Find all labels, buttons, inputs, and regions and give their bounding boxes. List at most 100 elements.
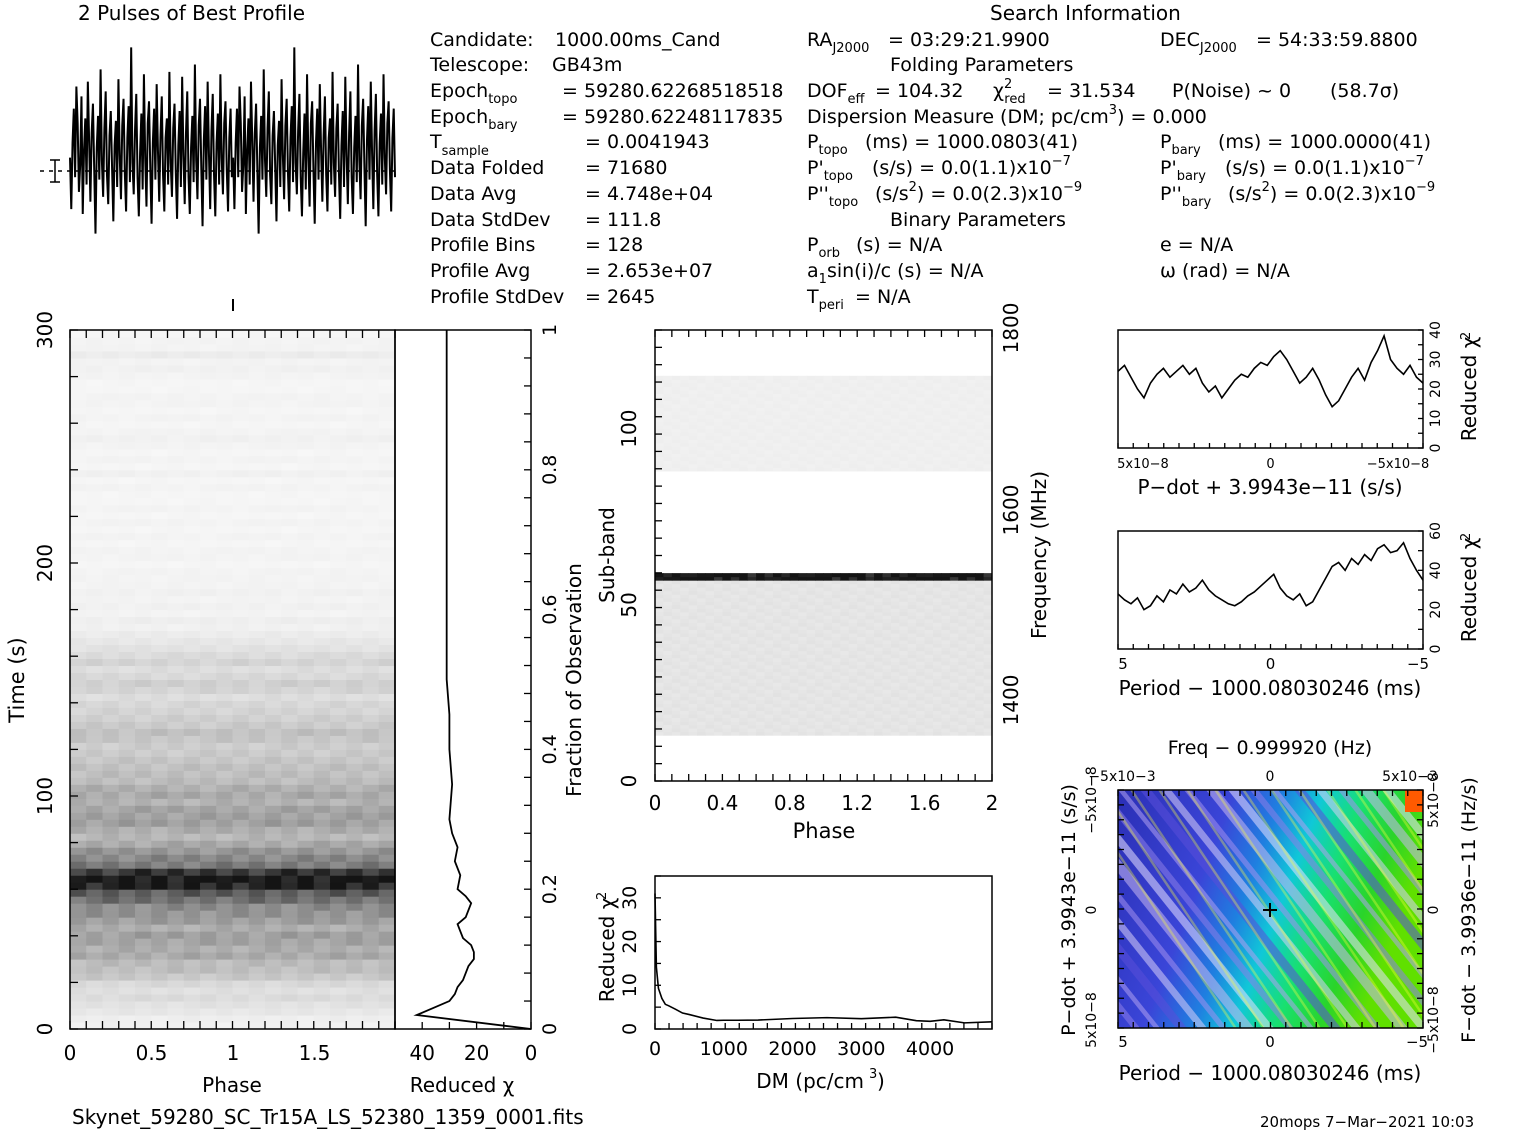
- subband-cell: [815, 597, 824, 602]
- heat-cell: [346, 973, 363, 981]
- subband-cell: [882, 576, 892, 581]
- heat-cell: [70, 378, 87, 387]
- subband-cell: [882, 721, 892, 726]
- heat-cell: [70, 1015, 87, 1023]
- heat-cell: [70, 896, 87, 904]
- heat-cell: [362, 616, 380, 625]
- subband-cell: [958, 731, 968, 736]
- subband-cell: [890, 573, 900, 578]
- heat-cell: [313, 350, 331, 359]
- subband-cell: [933, 728, 942, 733]
- heat-cell: [70, 574, 87, 583]
- heat-cell: [265, 644, 282, 653]
- heat-cell: [313, 546, 331, 555]
- heat-cell: [313, 469, 331, 478]
- subband-cell: [705, 625, 715, 630]
- subband-cell: [907, 615, 917, 620]
- subband-cell: [730, 633, 740, 638]
- heat-cell: [265, 490, 282, 499]
- heat-cell: [183, 546, 201, 555]
- heat-cell: [362, 532, 380, 541]
- subband-cell: [705, 400, 715, 405]
- subband-cell: [890, 699, 900, 704]
- subband-cell: [882, 386, 892, 391]
- subband-cell: [815, 389, 824, 394]
- heat-cell: [362, 609, 380, 618]
- subband-cell: [848, 625, 858, 630]
- subband-cell: [655, 724, 664, 729]
- heat-cell: [248, 749, 266, 757]
- heat-cell: [216, 917, 233, 925]
- subband-cell: [663, 650, 673, 655]
- subband-cell: [688, 692, 698, 697]
- heat-cell: [216, 434, 233, 443]
- subband-cell: [890, 393, 900, 398]
- subband-cell: [966, 396, 976, 401]
- subband-cell: [671, 633, 681, 638]
- heat-cell: [183, 644, 201, 653]
- heat-cell: [151, 805, 168, 813]
- heat-cell: [102, 784, 120, 792]
- subband-cell: [680, 576, 690, 581]
- heat-cell: [102, 959, 120, 967]
- subband-cell: [890, 618, 900, 623]
- heat-cell: [86, 378, 103, 387]
- heat-cell: [183, 399, 201, 408]
- heat-cell: [313, 952, 331, 960]
- heat-cell: [70, 406, 87, 415]
- subband-cell: [815, 446, 824, 451]
- heat-cell: [265, 721, 282, 729]
- subband-cell: [933, 393, 942, 398]
- subband-cell: [958, 597, 968, 602]
- heat-cell: [135, 651, 152, 660]
- subband-cell: [756, 583, 766, 588]
- tick-label: 0.4: [539, 734, 561, 764]
- subband-cell: [823, 728, 833, 733]
- subband-cell: [933, 411, 942, 416]
- subband-cell: [798, 604, 808, 609]
- heat-cell: [232, 518, 250, 527]
- heat-cell: [265, 630, 282, 639]
- subband-cell: [781, 636, 791, 641]
- subband-cell: [815, 460, 824, 465]
- heat-cell: [183, 679, 201, 687]
- heat-cell: [378, 791, 396, 799]
- subband-cell: [697, 654, 707, 659]
- subband-cell: [713, 594, 723, 599]
- subband-cell: [655, 597, 664, 602]
- heat-cell: [248, 392, 266, 401]
- subband-cell: [747, 407, 757, 412]
- heat-cell: [118, 700, 136, 708]
- subband-cell: [806, 587, 816, 592]
- heat-cell: [330, 1008, 347, 1016]
- subband-cell: [671, 425, 681, 430]
- subband-cell: [739, 594, 749, 599]
- subband-cell: [840, 678, 850, 683]
- subband-cell: [764, 654, 774, 659]
- heat-cell: [378, 595, 396, 604]
- subband-cell: [865, 400, 875, 405]
- subband-cell: [772, 707, 782, 712]
- subband-cell: [764, 439, 774, 444]
- subband-cell: [722, 580, 732, 585]
- subband-cell: [907, 707, 917, 712]
- subband-cell: [848, 425, 858, 430]
- heat-cell: [102, 427, 120, 436]
- subband-cell: [831, 710, 841, 715]
- subband-cell: [983, 640, 993, 645]
- heat-cell: [248, 567, 266, 576]
- heat-cell: [265, 392, 282, 401]
- subband-cell: [865, 643, 875, 648]
- subband-cell: [958, 699, 968, 704]
- heat-cell: [200, 826, 217, 834]
- subband-cell: [823, 432, 833, 437]
- subband-cell: [916, 707, 926, 712]
- heat-cell: [232, 420, 250, 429]
- heat-cell: [70, 777, 87, 785]
- subband-cell: [966, 594, 976, 599]
- subband-cell: [671, 463, 681, 468]
- heat-cell: [281, 392, 298, 401]
- subband-cell: [823, 576, 833, 581]
- subband-cell: [663, 675, 673, 680]
- heat-cell: [378, 714, 396, 722]
